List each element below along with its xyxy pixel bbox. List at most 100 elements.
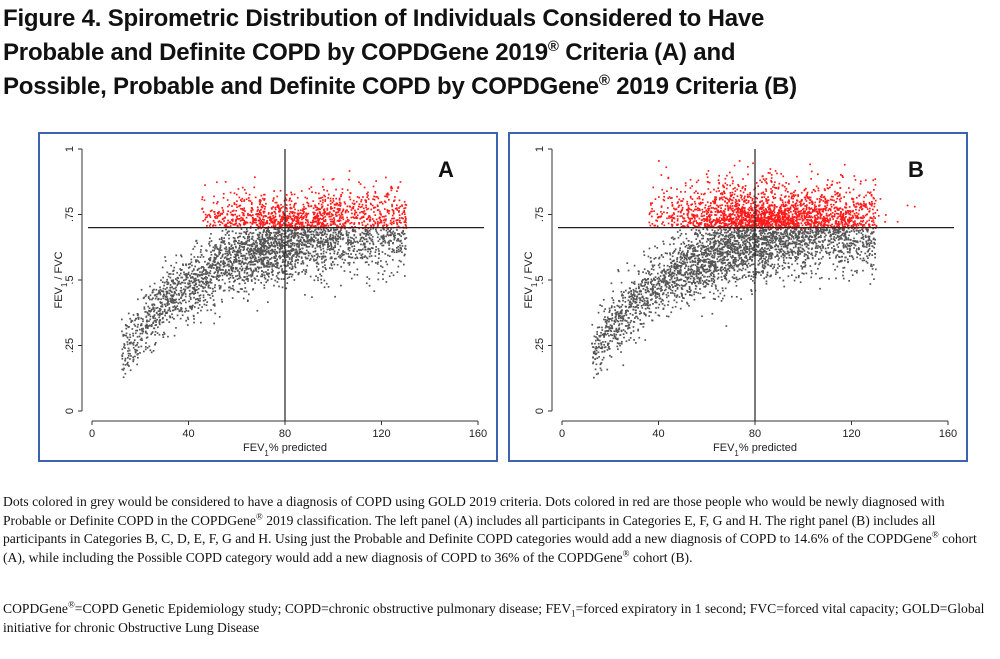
grey-point	[337, 243, 339, 245]
grey-point	[297, 273, 300, 276]
grey-point	[130, 319, 133, 322]
red-point	[276, 204, 279, 207]
grey-point	[697, 276, 699, 279]
grey-point	[234, 259, 236, 262]
red-point	[328, 215, 331, 218]
grey-point	[304, 240, 306, 243]
grey-point	[367, 231, 369, 234]
grey-point	[256, 251, 259, 253]
grey-point	[158, 292, 160, 295]
grey-point	[275, 259, 278, 262]
red-point	[314, 191, 317, 194]
grey-point	[355, 253, 357, 256]
red-point	[286, 208, 288, 210]
title-line-2: Probable and Definite COPD by COPDGene 2…	[3, 36, 993, 70]
grey-point	[675, 266, 678, 269]
grey-point	[300, 257, 303, 259]
grey-point	[704, 280, 706, 282]
grey-point	[738, 231, 741, 233]
red-point	[319, 200, 322, 202]
red-point	[260, 214, 263, 217]
grey-point	[321, 231, 324, 234]
grey-point	[762, 257, 765, 260]
grey-point	[658, 293, 661, 295]
red-point	[326, 189, 329, 192]
red-point	[354, 226, 356, 228]
red-point	[398, 217, 401, 219]
red-point	[288, 213, 291, 215]
grey-point	[140, 288, 143, 291]
grey-point	[867, 242, 870, 245]
red-point	[262, 223, 264, 226]
grey-point	[363, 243, 366, 246]
grey-point	[269, 234, 271, 236]
red-point	[330, 215, 332, 218]
x-tick-label: 0	[89, 428, 95, 440]
grey-point	[269, 249, 272, 252]
grey-point	[830, 238, 832, 240]
red-point	[293, 193, 296, 196]
grey-point	[389, 239, 391, 242]
y-tick-label: .75	[64, 207, 76, 222]
grey-point	[828, 257, 831, 259]
grey-point	[159, 302, 162, 304]
grey-point	[145, 337, 148, 339]
grey-point	[634, 317, 636, 319]
red-point	[279, 223, 281, 226]
grey-point	[718, 247, 721, 250]
grey-point	[287, 260, 289, 263]
grey-point	[782, 250, 785, 252]
grey-point	[617, 270, 620, 273]
red-point	[391, 217, 393, 220]
red-point	[342, 216, 344, 218]
grey-point	[128, 349, 131, 352]
grey-point	[709, 240, 712, 243]
grey-point	[296, 258, 299, 261]
grey-point	[290, 263, 293, 266]
grey-point	[200, 321, 202, 324]
red-point	[312, 207, 315, 210]
grey-point	[188, 289, 191, 292]
grey-point	[244, 242, 246, 244]
y-tick-label: 1	[534, 146, 546, 152]
grey-point	[234, 245, 237, 248]
grey-point	[287, 236, 290, 239]
grey-point	[299, 243, 301, 245]
x-tick-label: 160	[469, 428, 487, 440]
grey-point	[215, 276, 217, 278]
grey-point	[630, 319, 633, 322]
grey-point	[163, 294, 166, 297]
red-point	[285, 199, 288, 201]
grey-point	[258, 247, 261, 250]
red-point	[386, 192, 389, 195]
grey-point	[347, 242, 350, 245]
grey-point	[280, 244, 282, 247]
grey-point	[291, 248, 293, 251]
grey-point	[615, 327, 618, 330]
red-point	[398, 211, 400, 213]
grey-point	[385, 229, 388, 232]
grey-point	[269, 245, 272, 247]
red-point	[335, 211, 337, 214]
red-point	[243, 219, 246, 222]
grey-point	[205, 283, 207, 286]
grey-point	[315, 231, 318, 233]
grey-point	[768, 236, 770, 238]
grey-point	[254, 260, 256, 262]
grey-point	[635, 297, 638, 300]
grey-point	[273, 241, 275, 244]
grey-point	[637, 283, 640, 286]
grey-point	[644, 281, 646, 284]
red-point	[385, 223, 388, 226]
grey-point	[126, 363, 128, 365]
grey-point	[315, 253, 318, 256]
grey-point	[226, 271, 228, 273]
grey-point	[788, 238, 790, 240]
grey-point	[628, 303, 631, 306]
grey-point	[295, 252, 297, 255]
grey-point	[184, 285, 187, 288]
grey-point	[273, 255, 275, 258]
grey-point	[293, 235, 296, 238]
red-point	[273, 190, 275, 192]
red-point	[367, 207, 370, 210]
